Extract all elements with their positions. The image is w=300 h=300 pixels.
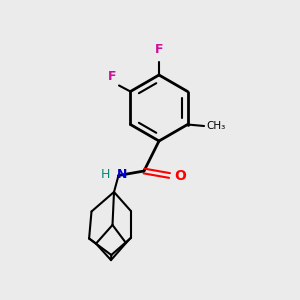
Text: N: N xyxy=(117,168,128,182)
Text: CH₃: CH₃ xyxy=(206,121,225,131)
Text: H: H xyxy=(100,167,110,181)
Text: F: F xyxy=(155,43,163,56)
Text: F: F xyxy=(107,70,116,83)
Text: O: O xyxy=(174,169,186,182)
